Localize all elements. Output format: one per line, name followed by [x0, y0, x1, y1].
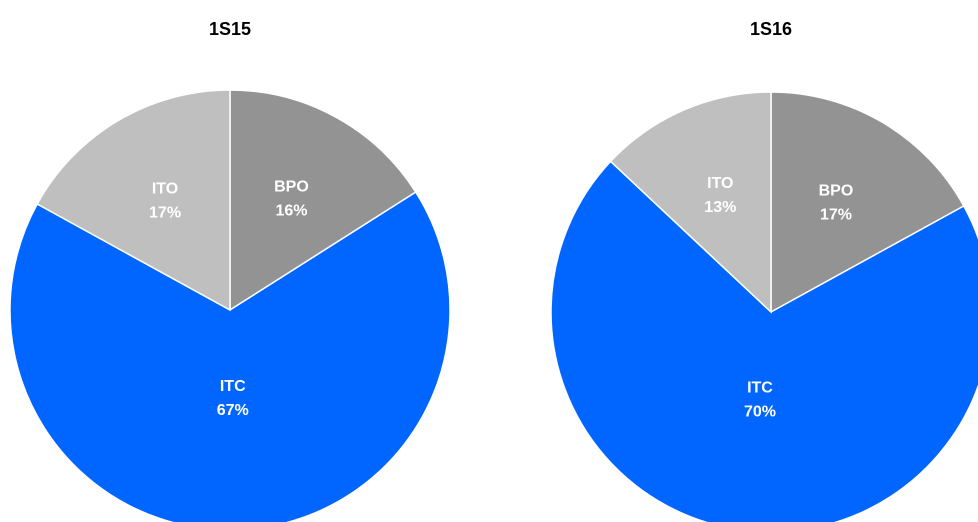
slice-value-label: 17% [820, 206, 852, 223]
chart-title: 1S16 [750, 19, 792, 39]
slice-category-label: ITC [220, 378, 246, 395]
slice-category-label: BPO [274, 178, 309, 195]
slice-value-label: 17% [149, 204, 181, 221]
slice-category-label: ITO [707, 175, 733, 192]
slice-value-label: 16% [275, 202, 307, 219]
slice-category-label: ITC [747, 380, 773, 397]
chart-title: 1S15 [209, 19, 251, 39]
pie-slice [609, 91, 772, 314]
slice-value-label: 70% [744, 404, 776, 421]
slice-category-label: ITO [152, 180, 178, 197]
pie-slice [770, 91, 965, 314]
slice-category-label: BPO [819, 182, 854, 199]
slice-value-label: 67% [217, 402, 249, 419]
pie-slice [550, 160, 978, 522]
pie-slice [36, 89, 231, 312]
slice-value-label: 13% [704, 199, 736, 216]
pie-slice [229, 89, 417, 312]
pie-slice [9, 191, 451, 522]
